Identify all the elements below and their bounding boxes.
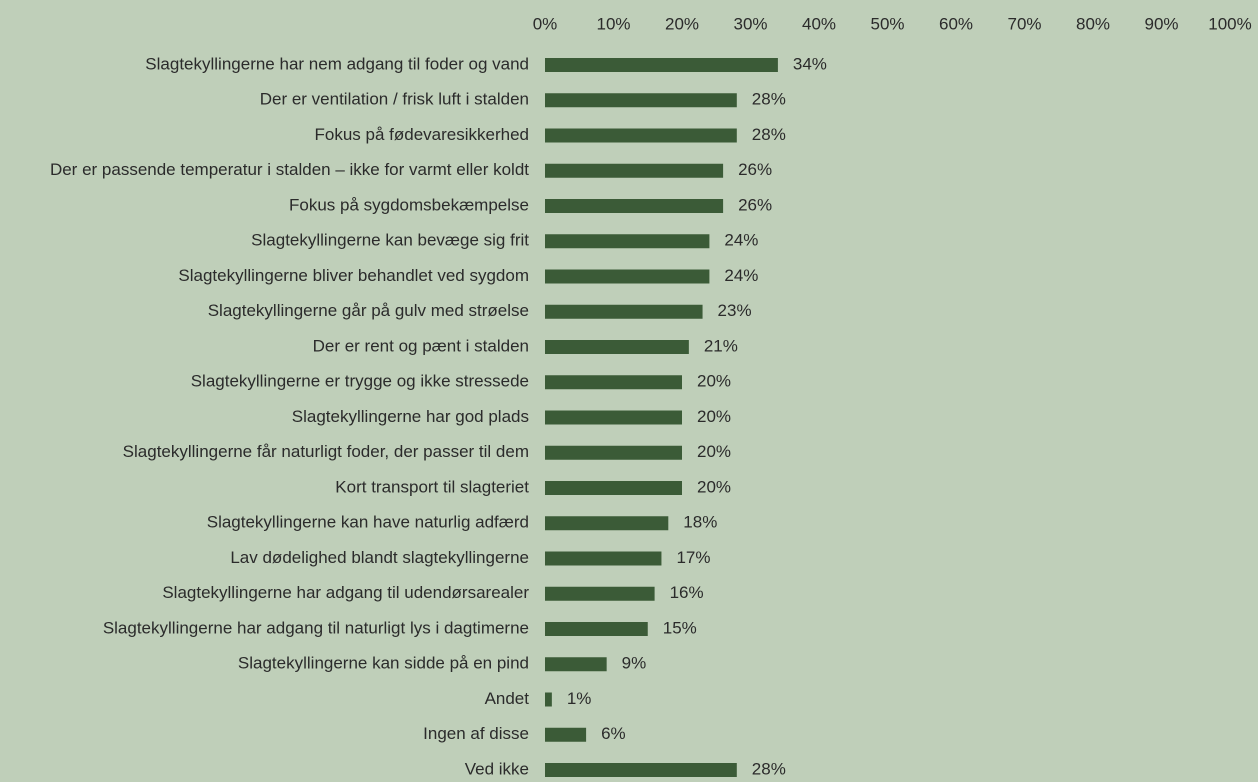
category-label: Andet [485, 689, 530, 708]
value-label: 16% [670, 583, 704, 602]
value-label: 26% [738, 160, 772, 179]
value-label: 17% [676, 548, 710, 567]
value-label: 20% [697, 372, 731, 391]
value-label: 20% [697, 407, 731, 426]
category-label: Slagtekyllingerne har nem adgang til fod… [145, 54, 529, 73]
category-label: Der er rent og pænt i stalden [313, 336, 529, 355]
category-label: Slagtekyllingerne kan bevæge sig frit [251, 231, 529, 250]
bar [545, 163, 724, 178]
category-label: Fokus på sygdomsbekæmpelse [289, 195, 529, 214]
category-label: Lav dødelighed blandt slagtekyllingerne [230, 548, 529, 567]
bar [545, 763, 737, 777]
value-label: 24% [724, 266, 758, 285]
category-label: Slagtekyllingerne har adgang til naturli… [103, 618, 529, 637]
category-label: Kort transport til slagteriet [335, 477, 529, 496]
bar [545, 199, 724, 213]
bar [545, 516, 669, 531]
category-label: Slagtekyllingerne har adgang til udendør… [162, 583, 529, 602]
bar [545, 93, 737, 108]
value-label: 28% [752, 759, 786, 778]
category-label: Slagtekyllingerne kan have naturlig adfæ… [207, 513, 529, 532]
value-label: 1% [567, 689, 592, 708]
value-label: 28% [752, 90, 786, 109]
category-label: Slagtekyllingerne bliver behandlet ved s… [178, 266, 529, 285]
value-label: 26% [738, 195, 772, 214]
bar [545, 551, 662, 566]
bar [545, 269, 710, 284]
bar [545, 657, 607, 672]
bar [545, 692, 552, 707]
x-tick-label: 80% [1076, 14, 1110, 33]
category-label: Der er passende temperatur i stalden – i… [50, 160, 529, 179]
bar [545, 410, 682, 425]
bar [545, 304, 703, 319]
value-label: 6% [601, 724, 626, 743]
bar [545, 128, 737, 143]
x-tick-label: 10% [596, 14, 630, 33]
value-label: 9% [622, 654, 647, 673]
x-tick-label: 40% [802, 14, 836, 33]
bar [545, 727, 587, 742]
category-label: Slagtekyllingerne går på gulv med strøel… [208, 301, 529, 320]
x-tick-label: 0% [533, 14, 558, 33]
value-label: 20% [697, 477, 731, 496]
bar [545, 622, 648, 636]
x-tick-label: 30% [733, 14, 767, 33]
value-label: 24% [724, 231, 758, 250]
category-label: Slagtekyllingerne har god plads [292, 407, 529, 426]
bar [545, 445, 682, 460]
value-label: 15% [663, 618, 697, 637]
x-tick-label: 50% [870, 14, 904, 33]
value-label: 34% [793, 54, 827, 73]
bar [545, 58, 778, 72]
x-tick-label: 20% [665, 14, 699, 33]
bar [545, 375, 682, 390]
category-label: Ingen af disse [423, 724, 529, 743]
bar [545, 234, 710, 249]
category-label: Slagtekyllingerne kan sidde på en pind [238, 654, 529, 673]
x-tick-label: 100% [1208, 14, 1251, 33]
value-label: 18% [683, 513, 717, 532]
value-label: 28% [752, 125, 786, 144]
bar [545, 481, 682, 495]
value-label: 23% [718, 301, 752, 320]
x-tick-label: 60% [939, 14, 973, 33]
category-label: Fokus på fødevaresikkerhed [315, 125, 530, 144]
category-label: Der er ventilation / frisk luft i stalde… [260, 90, 529, 109]
category-label: Ved ikke [465, 759, 529, 778]
x-tick-label: 90% [1144, 14, 1178, 33]
category-label: Slagtekyllingerne får naturligt foder, d… [123, 442, 529, 461]
x-tick-label: 70% [1007, 14, 1041, 33]
value-label: 20% [697, 442, 731, 461]
bar [545, 340, 689, 354]
value-label: 21% [704, 336, 738, 355]
category-label: Slagtekyllingerne er trygge og ikke stre… [191, 372, 529, 391]
bar [545, 586, 655, 601]
